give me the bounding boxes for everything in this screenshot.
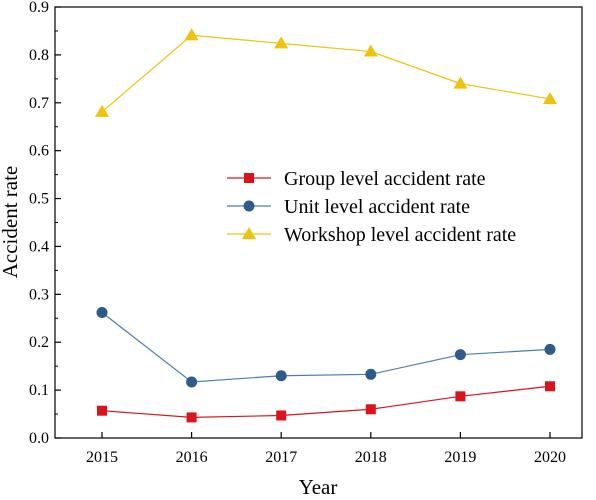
data-point-triangle xyxy=(543,91,557,104)
legend-label: Group level accident rate xyxy=(284,168,486,190)
data-point-square xyxy=(276,410,287,421)
data-point-square xyxy=(545,381,555,392)
series-triangle xyxy=(95,28,557,117)
series-line-circle xyxy=(101,312,551,383)
data-point-circle xyxy=(275,370,287,382)
legend-item-square: Group level accident rate xyxy=(227,168,486,190)
y-tick-label: 0.1 xyxy=(29,382,49,399)
data-point-triangle xyxy=(95,104,109,117)
plot-frame xyxy=(54,6,583,439)
data-point-circle xyxy=(96,307,108,319)
x-tick-label: 2020 xyxy=(534,449,566,466)
data-point-circle xyxy=(365,368,377,380)
y-tick-label: 0.9 xyxy=(29,0,49,16)
series-line-triangle xyxy=(101,34,551,113)
x-axis-title: Year xyxy=(299,475,338,499)
x-tick-label: 2017 xyxy=(265,449,297,466)
data-point-square xyxy=(186,412,197,423)
legend-marker xyxy=(242,227,256,239)
legend-marker xyxy=(243,200,255,212)
y-tick-label: 0.4 xyxy=(29,238,49,255)
data-point-square xyxy=(455,391,466,402)
y-axis-title: Accident rate xyxy=(0,166,22,279)
y-tick-label: 0.2 xyxy=(29,334,49,351)
series-line-square xyxy=(101,385,551,419)
y-axis: 0.0 0.1 0.2 0.3 0.4 0.5 0.6 0.7 0.8 0.9 xyxy=(29,0,61,447)
legend-marker xyxy=(244,173,254,183)
legend-label: Workshop level accident rate xyxy=(284,224,516,246)
x-tick-label: 2015 xyxy=(86,449,118,466)
data-point-triangle xyxy=(184,28,199,41)
legend-label: Unit level accident rate xyxy=(284,196,470,218)
legend: Group level accident rate Unit level acci… xyxy=(227,168,516,246)
legend-item-circle: Unit level accident rate xyxy=(227,196,470,218)
y-tick-label: 0.5 xyxy=(29,191,49,208)
series-square xyxy=(97,381,555,423)
data-point-circle xyxy=(454,349,466,361)
series-circle xyxy=(96,307,556,388)
y-tick-label: 0.3 xyxy=(29,286,49,303)
y-tick-label: 0.0 xyxy=(29,430,49,447)
y-tick-label: 0.8 xyxy=(29,47,49,64)
x-tick-label: 2016 xyxy=(176,449,208,466)
legend-item-triangle: Workshop level accident rate xyxy=(227,224,516,246)
data-point-triangle xyxy=(274,36,289,49)
y-tick-label: 0.6 xyxy=(29,143,49,160)
data-point-triangle xyxy=(363,44,378,57)
series-layer xyxy=(95,28,557,423)
x-tick-label: 2019 xyxy=(444,449,476,466)
data-point-square xyxy=(97,405,107,416)
data-point-triangle xyxy=(453,76,468,89)
data-point-circle xyxy=(544,343,556,355)
x-axis: 2015 2016 2017 2018 2019 2020 xyxy=(86,432,566,466)
x-tick-label: 2018 xyxy=(355,449,387,466)
data-point-circle xyxy=(186,376,198,388)
data-point-square xyxy=(365,404,376,415)
y-tick-label: 0.7 xyxy=(29,95,49,112)
